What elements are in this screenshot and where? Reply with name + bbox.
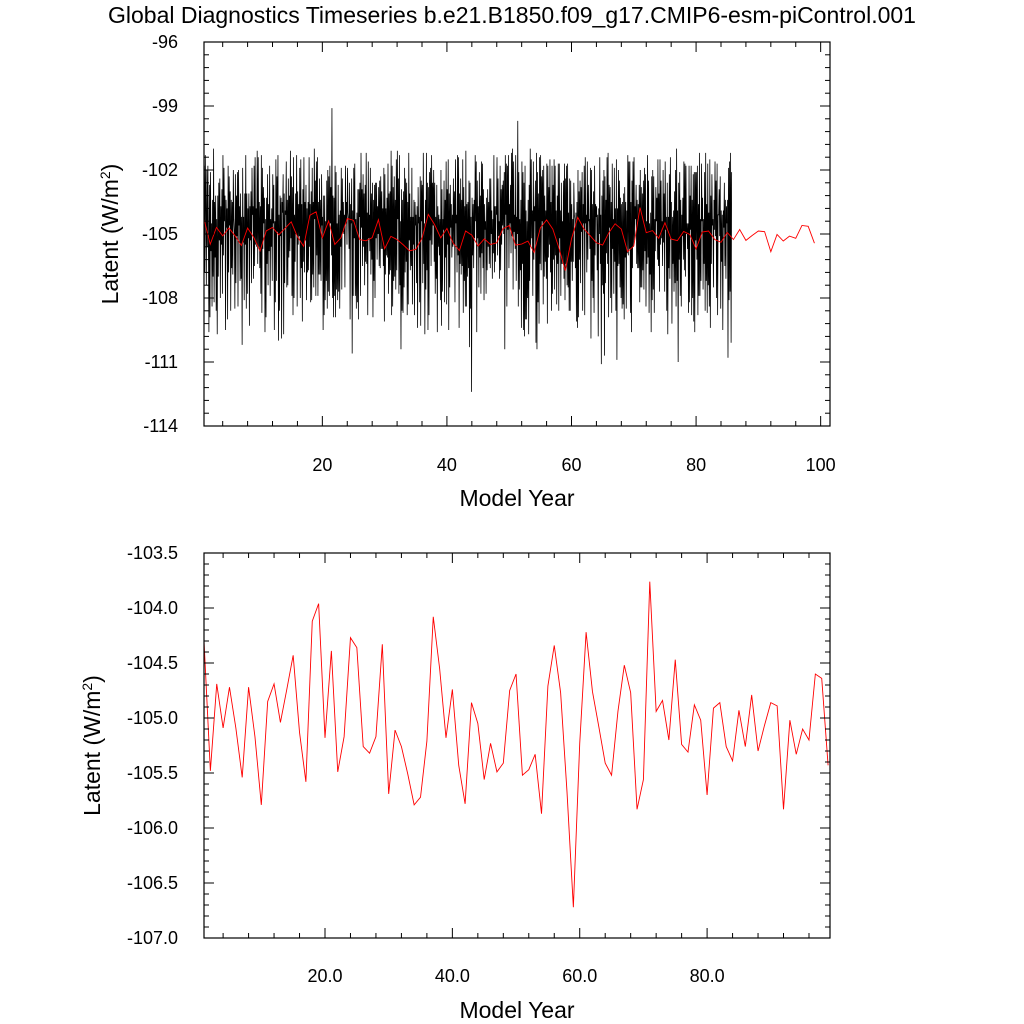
top-xtick-label: 40: [437, 455, 457, 475]
bottom-plot-frame: [203, 552, 831, 939]
bottom-ytick-label: -103.5: [127, 543, 178, 563]
bottom-xtick-label: 40.0: [435, 966, 470, 986]
top-xtick-label: 20: [312, 455, 332, 475]
top-ytick-label: -99: [152, 96, 178, 116]
top-ytick-label: -108: [142, 288, 178, 308]
bottom-xtick-label: 60.0: [562, 966, 597, 986]
bottom-xtick-label: 20.0: [307, 966, 342, 986]
bottom-ytick-label: -105.5: [127, 763, 178, 783]
bottom-series-annual-mean-line: [204, 581, 829, 908]
figure-title: Global Diagnostics Timeseries b.e21.B185…: [108, 2, 916, 28]
top-y-axis-label: Latent (W/m2): [97, 164, 123, 305]
top-ytick-label: -114: [143, 416, 178, 436]
bottom-ytick-label: -105.0: [127, 708, 178, 728]
top-ytick-label: -96: [152, 32, 178, 52]
top-series-monthly-line: [204, 108, 733, 392]
top-xtick-label: 100: [806, 455, 836, 475]
bottom-ytick-label: -106.0: [127, 818, 178, 838]
top-x-axis-label: Model Year: [459, 485, 574, 511]
top-series-annual-mean-line: [204, 207, 815, 271]
top-xtick-label: 60: [561, 455, 581, 475]
top-ytick-label: -105: [142, 224, 178, 244]
top-panel: -96 -99 -102 -105 -108 -111 -114 20 40 60 80 100 Mod…: [97, 32, 836, 511]
top-ytick-label: -111: [145, 352, 178, 372]
bottom-x-axis-label: Model Year: [459, 997, 574, 1023]
bottom-ytick-label: -107.0: [127, 928, 178, 948]
bottom-panel: -103.5 -104.0 -104.5 -105.0 -105.5 -106.0 -106…: [79, 543, 831, 1023]
top-ytick-label: -102: [142, 160, 178, 180]
bottom-y-axis-label: Latent (W/m2): [79, 675, 105, 816]
bottom-ytick-label: -106.5: [127, 873, 178, 893]
bottom-ytick-label: -104.0: [127, 598, 178, 618]
bottom-ytick-label: -104.5: [127, 653, 178, 673]
top-xtick-label: 80: [686, 455, 706, 475]
bottom-xtick-label: 80.0: [690, 966, 725, 986]
